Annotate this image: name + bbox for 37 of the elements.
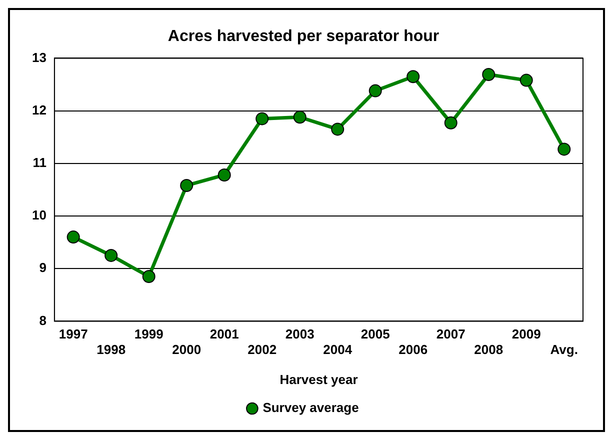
- x-tick-label: 1998: [96, 342, 126, 358]
- x-tick-label: Avg.: [550, 342, 578, 358]
- x-tick-label: 2006: [398, 342, 428, 358]
- y-tick-label: 13: [32, 50, 46, 65]
- x-tick-label: 2002: [248, 342, 277, 358]
- x-tick-label: 2007: [436, 326, 466, 342]
- legend-label: Survey average: [262, 400, 359, 416]
- point: [218, 168, 231, 182]
- point: [66, 230, 80, 244]
- point: [293, 110, 306, 124]
- y-tick-label: 8: [39, 312, 46, 328]
- point: [520, 74, 533, 87]
- x-tick-label: 2009: [512, 326, 541, 342]
- x-tick-label: 2008: [474, 342, 504, 358]
- point: [482, 68, 496, 82]
- x-tick-label: 2004: [323, 342, 353, 358]
- x-tick-label: 2003: [285, 326, 314, 342]
- x-tick-label: 2000: [172, 342, 202, 358]
- point: [331, 122, 344, 136]
- point: [256, 112, 269, 126]
- point: [180, 178, 194, 192]
- point: [558, 142, 571, 156]
- x-tick-label: 2005: [360, 326, 390, 342]
- point: [142, 270, 156, 283]
- point: [104, 248, 118, 262]
- y-tick-label: 12: [32, 102, 46, 118]
- point: [368, 84, 382, 98]
- y-tick-label: 9: [39, 260, 46, 276]
- point: [444, 116, 458, 130]
- x-tick-label: 1997: [58, 326, 88, 342]
- y-tick-label: 10: [32, 208, 46, 223]
- x-tick-label: 2001: [210, 326, 239, 342]
- point: [406, 70, 420, 84]
- x-tick-label: 1999: [134, 326, 164, 342]
- y-tick-label: 11: [32, 154, 46, 170]
- chart-title: Acres harvested per separator hour: [168, 28, 440, 46]
- x-axis-title: Harvest year: [280, 372, 358, 387]
